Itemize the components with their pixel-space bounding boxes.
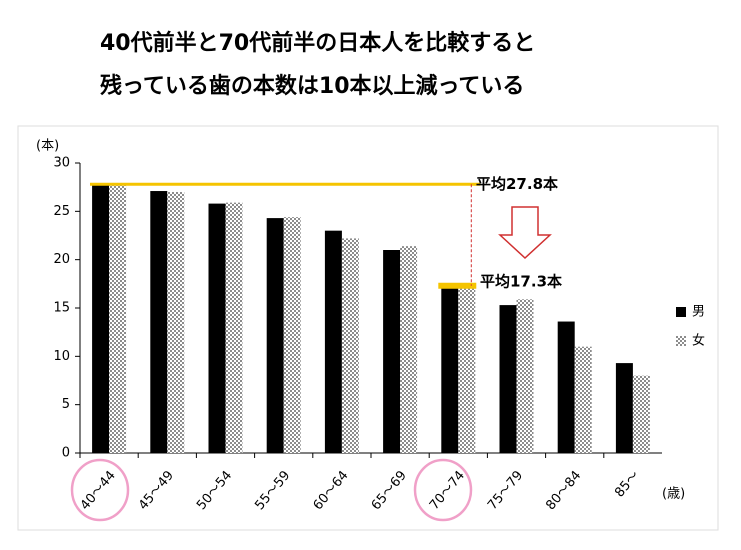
y-tick-label: 25 bbox=[53, 204, 70, 219]
y-tick-label: 10 bbox=[53, 349, 70, 364]
y-tick-label: 20 bbox=[53, 252, 70, 267]
bar bbox=[557, 321, 575, 453]
chart-frame bbox=[17, 125, 719, 531]
x-tick-label: 55～59 bbox=[252, 468, 293, 513]
bar bbox=[109, 184, 127, 453]
x-tick-label: 75～79 bbox=[485, 468, 526, 513]
y-tick-label: 30 bbox=[53, 156, 70, 171]
y-axis-label: (本) bbox=[36, 139, 59, 154]
bar bbox=[632, 375, 650, 453]
x-tick-label: 45～49 bbox=[136, 468, 177, 513]
bar bbox=[574, 346, 592, 453]
bar bbox=[615, 363, 633, 453]
bar bbox=[92, 185, 110, 453]
y-tick-label: 5 bbox=[62, 397, 70, 412]
legend-swatch bbox=[676, 307, 686, 317]
bar bbox=[167, 192, 185, 453]
highlight-circle bbox=[413, 458, 473, 522]
x-tick-label: 65～69 bbox=[369, 468, 410, 513]
bar bbox=[400, 246, 418, 453]
bar bbox=[383, 250, 401, 453]
x-tick-label: 40～44 bbox=[78, 468, 119, 513]
bar bbox=[150, 191, 168, 454]
bar bbox=[441, 284, 459, 453]
x-tick-label: 70～74 bbox=[427, 468, 468, 513]
highlight-circle bbox=[70, 458, 130, 522]
legend-label: 女 bbox=[692, 333, 705, 349]
y-tick-label: 15 bbox=[53, 301, 70, 316]
x-tick-label: 50～54 bbox=[194, 468, 235, 513]
bar bbox=[208, 203, 226, 453]
legend-label: 男 bbox=[692, 305, 705, 320]
chart-title: 40代前半と70代前半の日本人を比較すると bbox=[100, 30, 535, 56]
bar bbox=[225, 202, 243, 453]
x-tick-label: 80～84 bbox=[543, 468, 584, 513]
chart-title: 残っている歯の本数は10本以上減っている bbox=[100, 73, 524, 99]
y-tick-label: 0 bbox=[62, 446, 70, 461]
x-tick-label: 85～ bbox=[612, 468, 642, 500]
x-tick-label: 60～64 bbox=[311, 468, 352, 513]
annotation: 平均17.3本 bbox=[480, 272, 562, 290]
legend-swatch bbox=[676, 336, 686, 346]
bar bbox=[324, 230, 342, 453]
bar bbox=[341, 238, 359, 453]
bar bbox=[516, 299, 534, 453]
bar bbox=[266, 218, 284, 453]
bar bbox=[283, 217, 301, 453]
x-axis-label: (歳) bbox=[662, 487, 685, 502]
annotation: 平均27.8本 bbox=[476, 175, 558, 193]
bar bbox=[458, 286, 476, 453]
down-arrow bbox=[498, 206, 552, 260]
bar bbox=[499, 305, 517, 453]
